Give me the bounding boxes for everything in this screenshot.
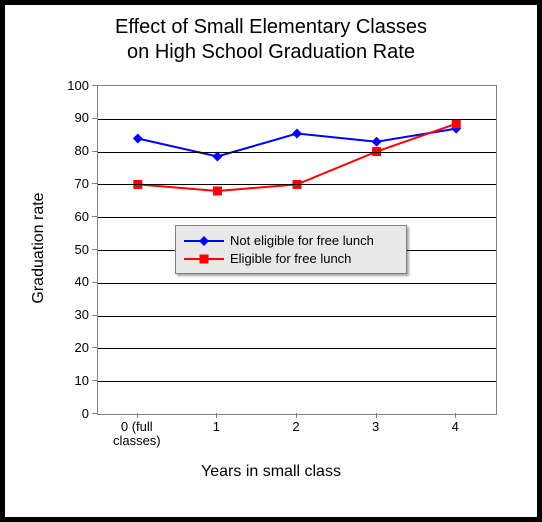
x-tick xyxy=(216,413,217,418)
y-axis-label: Graduation rate xyxy=(30,188,48,308)
legend-marker xyxy=(199,236,209,241)
chart-title: Effect of Small Elementary Classes on Hi… xyxy=(5,15,537,65)
y-gridline xyxy=(98,316,496,317)
legend-marker xyxy=(200,254,209,263)
y-gridline xyxy=(98,184,496,185)
y-tick-label: 10 xyxy=(57,373,89,388)
x-tick xyxy=(455,413,456,418)
legend-label: Not eligible for free lunch xyxy=(230,233,374,248)
chart-title-line2: on High School Graduation Rate xyxy=(127,41,415,63)
x-tick-label: 3 xyxy=(336,420,416,434)
y-tick-label: 70 xyxy=(57,176,89,191)
legend-swatch xyxy=(184,234,224,248)
series-marker xyxy=(292,129,302,139)
y-tick-label: 20 xyxy=(57,340,89,355)
y-tick-label: 50 xyxy=(57,242,89,257)
chart-title-line1: Effect of Small Elementary Classes xyxy=(115,16,427,38)
y-tick xyxy=(92,151,97,152)
y-gridline xyxy=(98,381,496,382)
x-tick-label: 1 xyxy=(176,420,256,434)
series-marker xyxy=(212,152,222,162)
x-tick-label: 2 xyxy=(256,420,336,434)
y-tick xyxy=(92,413,97,414)
y-tick-label: 80 xyxy=(57,143,89,158)
y-tick xyxy=(92,249,97,250)
legend-label: Eligible for free lunch xyxy=(230,251,351,266)
series-marker xyxy=(133,133,143,143)
y-tick xyxy=(92,183,97,184)
y-tick-label: 100 xyxy=(57,78,89,93)
y-gridline xyxy=(98,348,496,349)
y-tick-label: 40 xyxy=(57,274,89,289)
y-tick-label: 30 xyxy=(57,307,89,322)
y-gridline xyxy=(98,217,496,218)
legend-item: Eligible for free lunch xyxy=(184,251,398,266)
legend-swatch xyxy=(184,252,224,266)
series-marker xyxy=(372,137,382,147)
legend: Not eligible for free lunch Eligible for … xyxy=(175,225,407,274)
y-tick xyxy=(92,380,97,381)
series-marker xyxy=(213,186,222,195)
y-tick-label: 90 xyxy=(57,110,89,125)
y-gridline xyxy=(98,283,496,284)
legend-item: Not eligible for free lunch xyxy=(184,233,398,248)
y-tick xyxy=(92,216,97,217)
x-axis-label: Years in small class xyxy=(5,463,537,481)
y-tick-label: 0 xyxy=(57,406,89,421)
y-gridline xyxy=(98,152,496,153)
y-tick xyxy=(92,282,97,283)
x-tick xyxy=(376,413,377,418)
y-tick xyxy=(92,315,97,316)
x-tick xyxy=(296,413,297,418)
x-tick-label: 0 (fullclasses) xyxy=(97,420,177,447)
x-tick xyxy=(137,413,138,418)
x-tick-label: 4 xyxy=(415,420,495,434)
y-tick-label: 60 xyxy=(57,209,89,224)
y-tick xyxy=(92,347,97,348)
y-tick xyxy=(92,118,97,119)
series-marker xyxy=(452,119,461,128)
y-tick xyxy=(92,85,97,86)
chart-frame: Effect of Small Elementary Classes on Hi… xyxy=(0,0,542,522)
y-gridline xyxy=(98,119,496,120)
